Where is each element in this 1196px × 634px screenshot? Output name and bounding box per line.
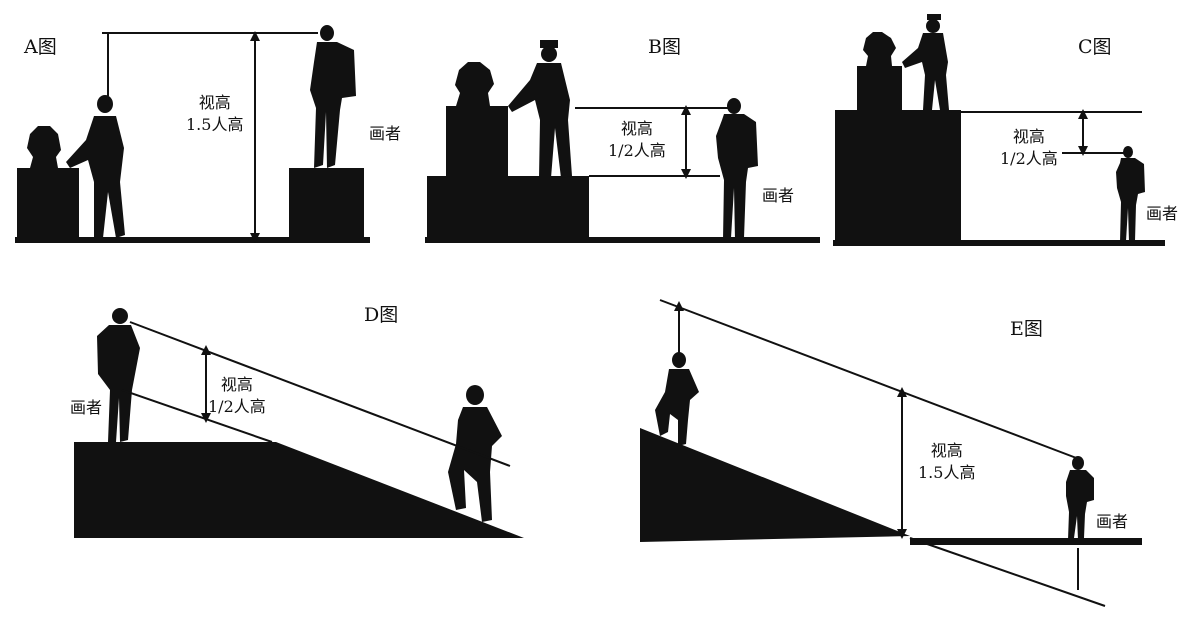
eye-line-upper: [659, 299, 1080, 460]
pedestal-upper: [857, 66, 902, 112]
eye-line-lower: [909, 537, 1106, 607]
panel-c-title: C图: [1078, 36, 1112, 58]
panel-d: [74, 308, 524, 538]
panel-e-artist-label: 画者: [1096, 512, 1129, 531]
pedestal-upper: [446, 106, 508, 178]
panel-c-height-label: 视高 1/2人高: [1000, 126, 1058, 170]
artist-figure: [97, 308, 140, 442]
panel-a-artist-label: 画者: [369, 124, 402, 143]
panel-b-title: B图: [648, 36, 681, 58]
height-label-line2: 1.5人高: [186, 115, 244, 134]
panel-c-artist-label: 画者: [1146, 204, 1179, 223]
height-label-line2: 1.5人高: [918, 463, 976, 482]
height-label-line2: 1/2人高: [208, 397, 266, 416]
sculpture-pedestal: [17, 168, 79, 240]
artist-pedestal: [289, 168, 364, 240]
ground-line: [425, 237, 820, 243]
height-label-line1: 视高: [220, 375, 253, 394]
viewer-figure: [508, 40, 572, 178]
pedestal-lower: [427, 176, 589, 240]
panel-b: [425, 40, 820, 243]
sculpture-bust: [27, 126, 61, 168]
panel-d-title: D图: [364, 304, 399, 326]
sloped-ground: [640, 428, 910, 542]
height-label-line2: 1/2人高: [608, 141, 666, 160]
height-label-line1: 视高: [198, 93, 231, 112]
height-label-line1: 视高: [930, 441, 963, 460]
ground-line: [910, 538, 1142, 545]
panel-d-height-label: 视高 1/2人高: [208, 374, 266, 418]
viewer-figure: [448, 385, 502, 522]
sculpture-bust: [455, 62, 494, 106]
artist-figure: [310, 25, 356, 168]
viewer-figure: [902, 14, 949, 110]
artist-figure: [716, 98, 758, 240]
ground-line: [833, 240, 1165, 246]
panel-b-artist-label: 画者: [762, 186, 795, 205]
panel-e-title: E图: [1010, 318, 1043, 340]
panel-b-height-label: 视高 1/2人高: [608, 118, 666, 162]
sloped-ground: [74, 442, 524, 538]
panel-c: [833, 14, 1165, 246]
height-label-line1: 视高: [1012, 127, 1045, 146]
viewer-figure: [66, 95, 125, 238]
panel-e-height-label: 视高 1.5人高: [918, 440, 975, 484]
panel-a-height-label: 视高 1.5人高: [186, 92, 243, 136]
panel-e: [640, 299, 1142, 607]
viewer-figure: [655, 352, 699, 446]
ground-line: [15, 237, 370, 243]
eye-line-upper: [129, 321, 511, 467]
height-label-line2: 1/2人高: [1000, 149, 1058, 168]
eye-line-lower: [121, 389, 273, 443]
panel-a-title: A图: [24, 36, 57, 58]
panel-a: [15, 25, 370, 243]
sculpture-bust: [863, 32, 896, 66]
pedestal-lower: [835, 110, 961, 243]
height-label-line1: 视高: [620, 119, 653, 138]
artist-figure: [1066, 456, 1094, 540]
panel-d-artist-label: 画者: [70, 398, 103, 417]
artist-figure: [1116, 146, 1145, 242]
